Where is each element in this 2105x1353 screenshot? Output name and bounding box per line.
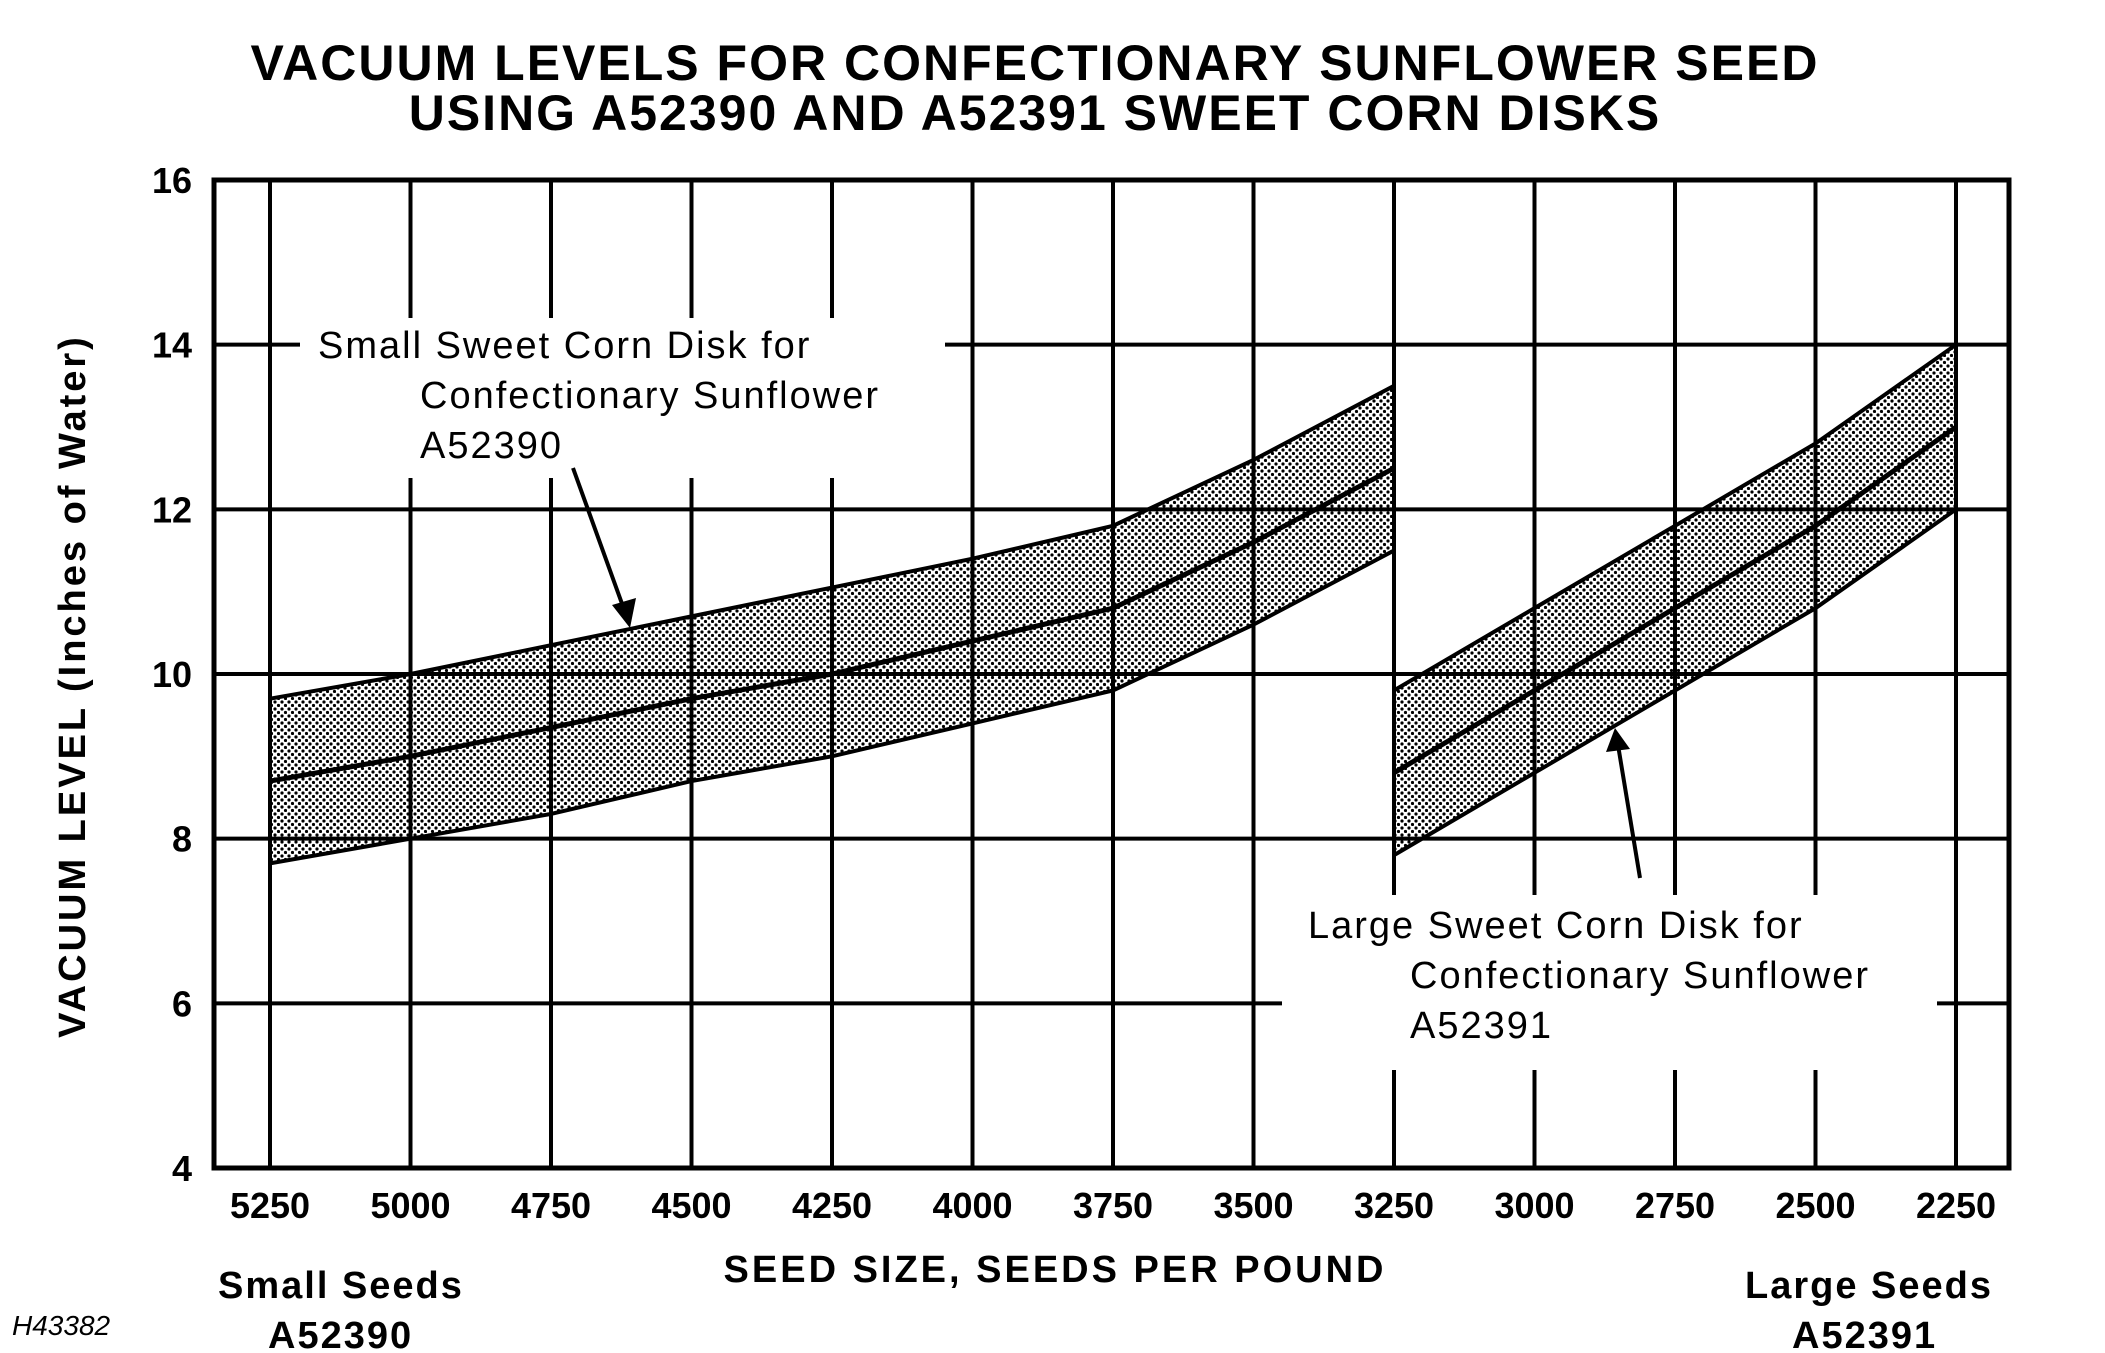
chart-title-line-2: USING A52390 AND A52391 SWEET CORN DISKS xyxy=(409,85,1662,141)
figure-id: H43382 xyxy=(12,1310,111,1341)
small-disk-arrow-head xyxy=(612,598,636,628)
center-line-series-1 xyxy=(269,465,1396,784)
large-seeds-part-number: A52391 xyxy=(1792,1315,1937,1353)
large-seeds-label: Large Seeds xyxy=(1745,1265,1993,1307)
large-disk-arrow-head xyxy=(1606,728,1630,752)
x-axis-label: SEED SIZE, SEEDS PER POUND xyxy=(724,1249,1387,1291)
y-tick-label-4: 4 xyxy=(172,1148,192,1189)
small-disk-annotation-bg xyxy=(300,318,945,478)
x-tick-label-5250: 5250 xyxy=(230,1185,310,1226)
small-seeds-label: Small Seeds xyxy=(218,1265,464,1307)
x-tick-label-4250: 4250 xyxy=(792,1185,872,1226)
small-disk-annotation-line-3: A52390 xyxy=(420,425,563,467)
x-tick-label-3250: 3250 xyxy=(1354,1185,1434,1226)
x-tick-label-4500: 4500 xyxy=(651,1185,731,1226)
y-tick-label-16: 16 xyxy=(152,160,192,201)
y-tick-label-14: 14 xyxy=(152,325,192,366)
small-disk-arrow-shaft xyxy=(571,467,627,613)
x-tick-label-5000: 5000 xyxy=(370,1185,450,1226)
x-tick-label-3000: 3000 xyxy=(1494,1185,1574,1226)
plot-frame xyxy=(211,177,2012,1171)
large-disk-annotation-bg xyxy=(1282,895,1937,1070)
center-line-series-2 xyxy=(1392,424,1958,775)
large-disk-annotation-line-2: Confectionary Sunflower xyxy=(1410,955,1870,997)
y-tick-label-8: 8 xyxy=(172,819,192,860)
y-tick-label-10: 10 xyxy=(152,654,192,695)
x-tick-label-3500: 3500 xyxy=(1213,1185,1293,1226)
x-tick-label-4000: 4000 xyxy=(932,1185,1012,1226)
x-tick-label-2750: 2750 xyxy=(1635,1185,1715,1226)
large-disk-annotation-line-1: Large Sweet Corn Disk for xyxy=(1308,905,1804,947)
small-seeds-part-number: A52390 xyxy=(268,1315,413,1353)
large-disk-annotation-line-3: A52391 xyxy=(1410,1005,1553,1047)
x-tick-label-4750: 4750 xyxy=(511,1185,591,1226)
y-tick-labels: 16 14 12 10 8 6 4 xyxy=(152,160,192,1189)
y-axis-label: VACUUM LEVEL (Inches of Water) xyxy=(52,334,94,1038)
centerlines-layer xyxy=(269,424,1958,784)
y-tick-label-12: 12 xyxy=(152,489,192,530)
small-disk-annotation-line-1: Small Sweet Corn Disk for xyxy=(318,325,811,367)
x-tick-label-2250: 2250 xyxy=(1916,1185,1996,1226)
x-tick-labels: 5250 5000 4750 4500 4250 4000 3750 3500 3250 3000… xyxy=(230,1185,1996,1226)
x-tick-label-2500: 2500 xyxy=(1775,1185,1855,1226)
small-disk-annotation-line-2: Confectionary Sunflower xyxy=(420,375,880,417)
large-disk-arrow-shaft xyxy=(1616,744,1642,879)
x-tick-label-3750: 3750 xyxy=(1073,1185,1153,1226)
y-tick-label-6: 6 xyxy=(172,983,192,1024)
chart-title-line-1: VACUUM LEVELS FOR CONFECTIONARY SUNFLOWE… xyxy=(251,35,1820,91)
